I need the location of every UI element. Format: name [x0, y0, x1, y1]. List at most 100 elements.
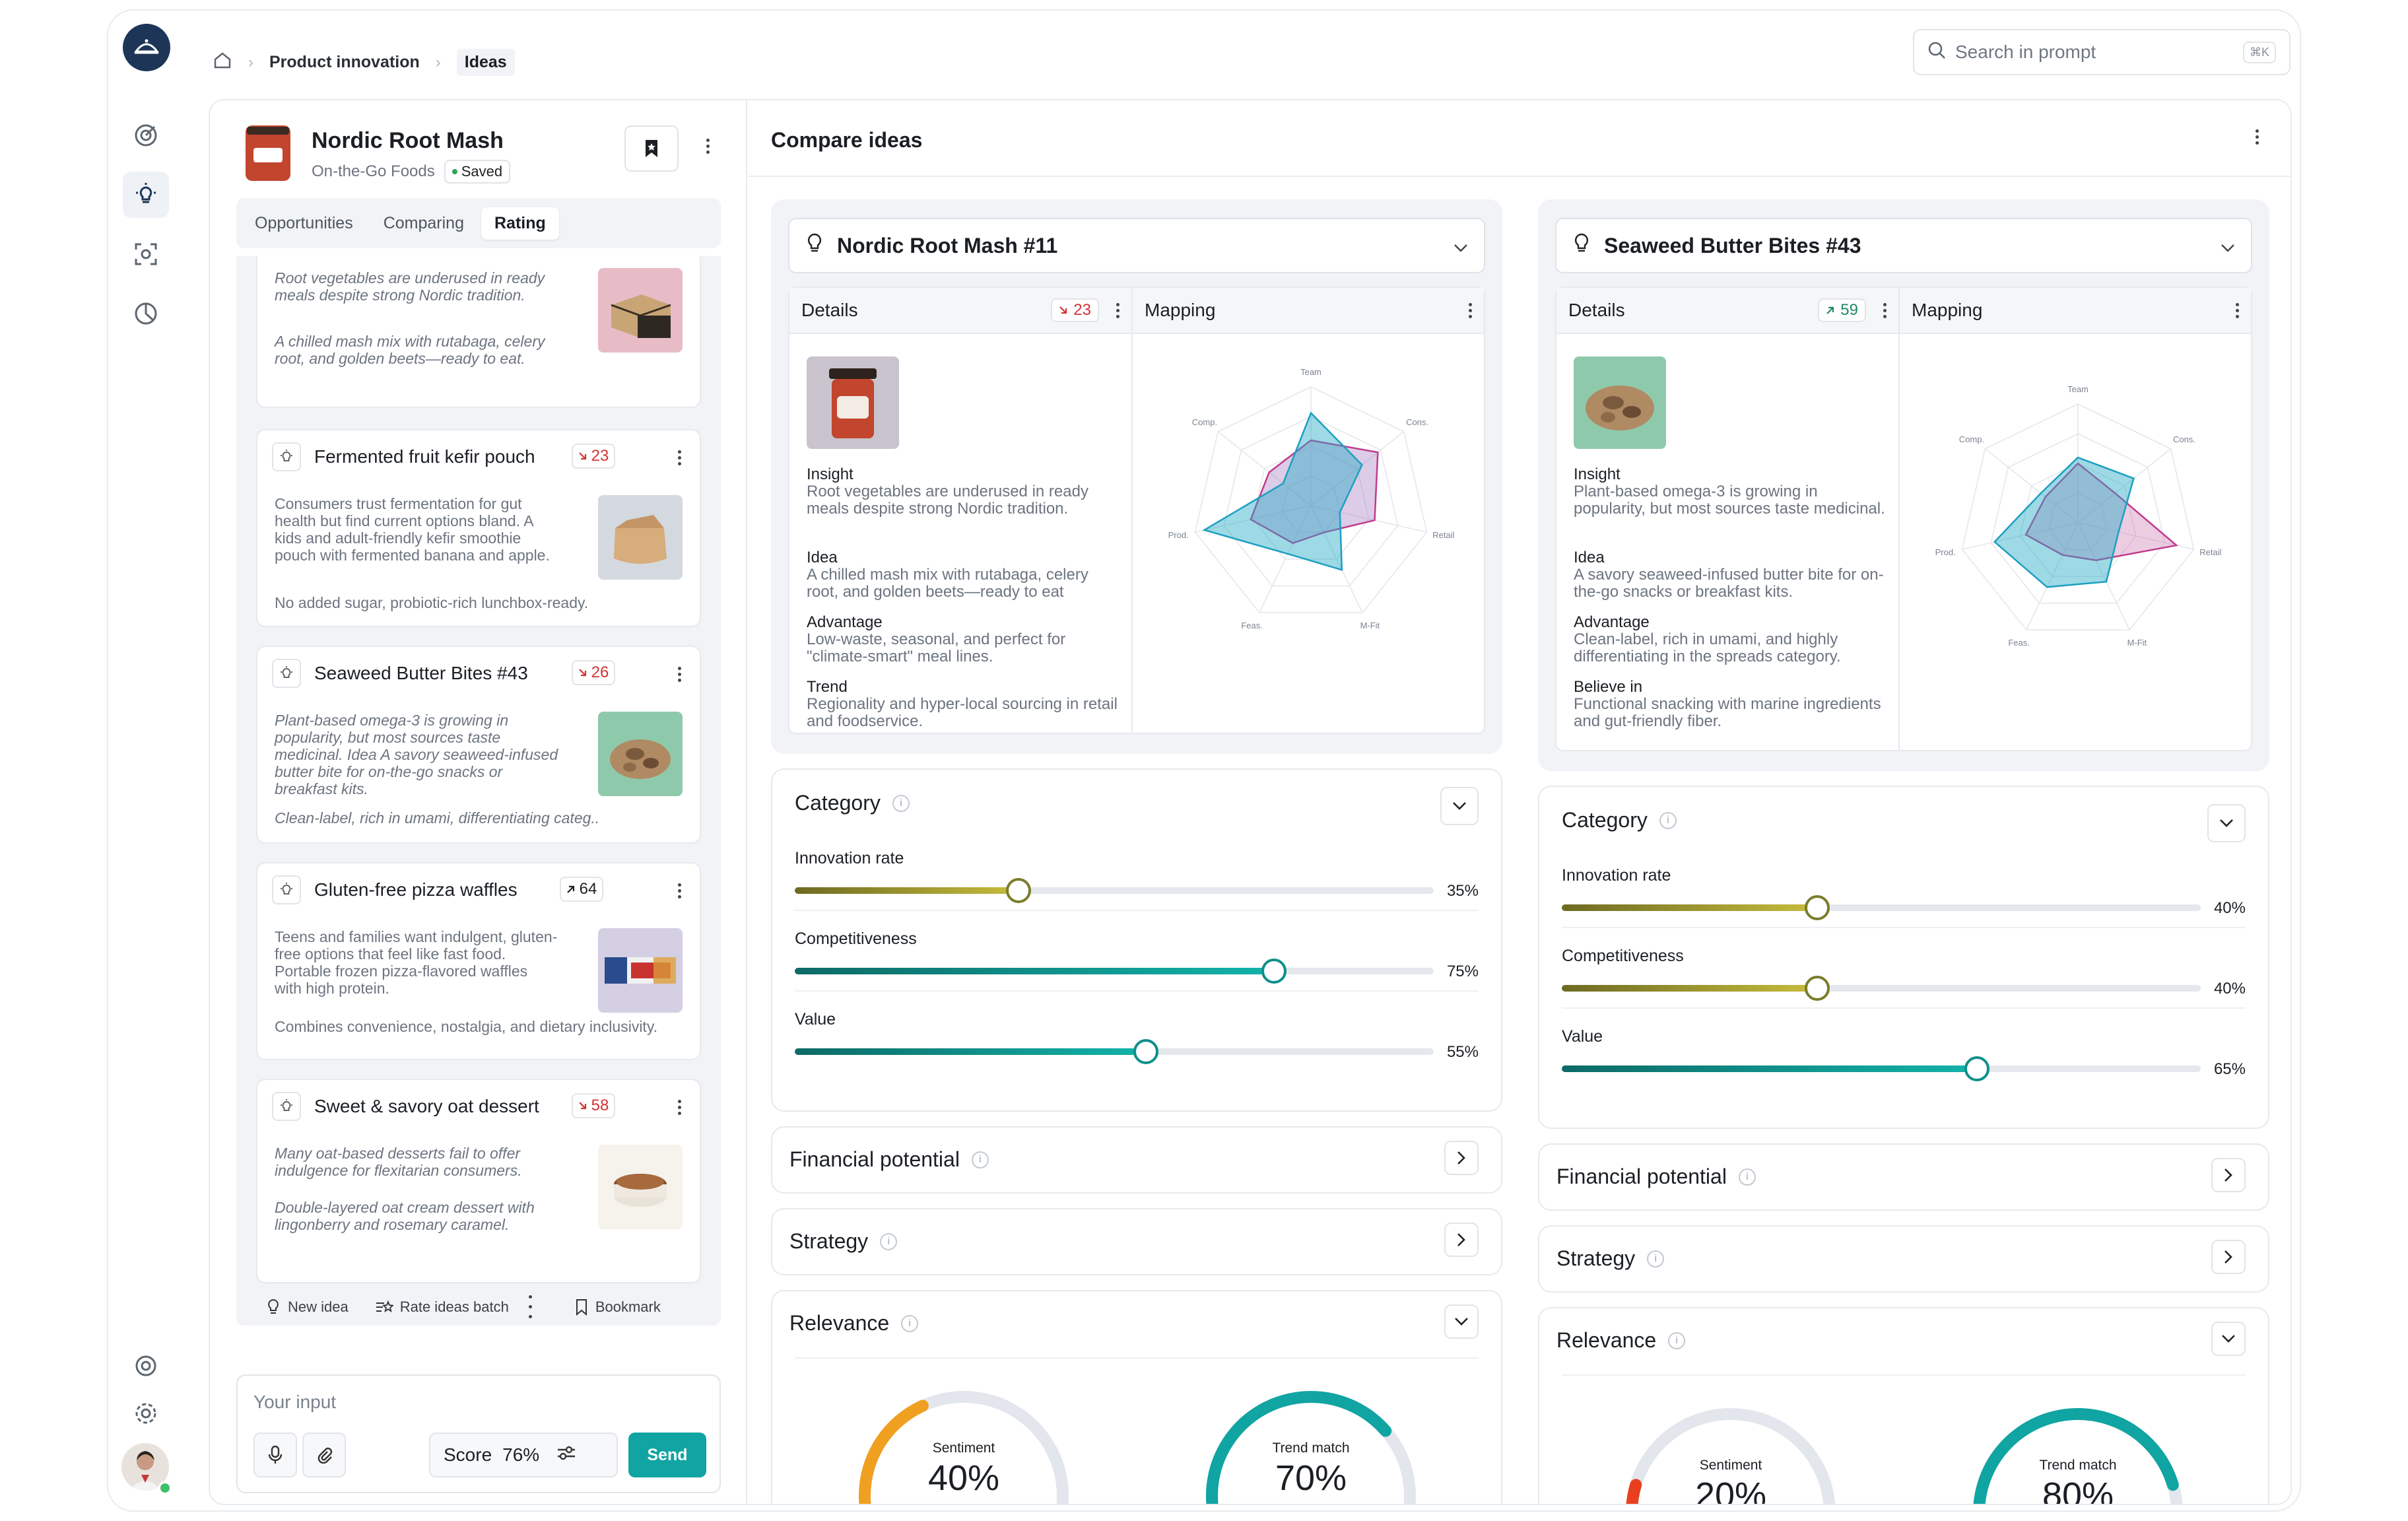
tab-opportunities[interactable]: Opportunities: [255, 213, 353, 232]
detail-label: Idea: [1574, 549, 1605, 566]
list-item-title: Seaweed Butter Bites #43: [314, 663, 528, 683]
slider-label: Innovation rate: [1562, 866, 1671, 885]
app-logo[interactable]: [123, 24, 170, 71]
collapse-toggle[interactable]: [1440, 787, 1479, 825]
info-icon[interactable]: i: [971, 1151, 989, 1168]
microphone-icon[interactable]: [253, 1433, 297, 1477]
bookmark-button[interactable]: [624, 125, 679, 172]
goals-icon[interactable]: [123, 112, 169, 158]
list-item-menu-icon[interactable]: [678, 667, 681, 682]
radar-axis-label: Prod.: [1935, 547, 1956, 557]
radar-chart: Team Cons. Retail M-Fit Feas. Prod. Comp.: [1906, 364, 2250, 685]
list-actions-menu-icon[interactable]: [528, 1295, 532, 1318]
idea-selector-dropdown[interactable]: Seaweed Butter Bites #43: [1555, 218, 2252, 273]
list-actions: New idea Rate ideas batch Bookmark: [265, 1295, 661, 1318]
expand-toggle[interactable]: [1444, 1223, 1479, 1257]
slider-handle[interactable]: [1805, 976, 1830, 1001]
slider-handle[interactable]: [1964, 1056, 1990, 1081]
info-icon[interactable]: i: [1659, 811, 1677, 829]
gauge-fill: [1206, 1391, 1392, 1504]
list-item[interactable]: Sweet & savory oat dessert 58 Many oat-bas…: [256, 1079, 701, 1283]
compare-menu-icon[interactable]: [2256, 129, 2259, 145]
send-button[interactable]: Send: [628, 1433, 706, 1477]
info-icon[interactable]: i: [1647, 1250, 1665, 1268]
strategy-section[interactable]: Strategy i: [1538, 1225, 2269, 1293]
info-icon[interactable]: i: [1738, 1168, 1756, 1186]
radar-series-shape: [2024, 462, 2178, 562]
expand-toggle[interactable]: [1444, 1141, 1479, 1175]
list-item[interactable]: Fermented fruit kefir pouch 23 Consumers t…: [256, 429, 701, 627]
slider-track[interactable]: [795, 959, 1434, 984]
slider-track[interactable]: [795, 878, 1434, 903]
mapping-menu-icon[interactable]: [1469, 302, 1472, 318]
sliders-icon[interactable]: [556, 1444, 576, 1466]
attach-paperclip-icon[interactable]: [302, 1433, 346, 1477]
list-item[interactable]: Gluten-free pizza waffles 64 Teens and fam…: [256, 862, 701, 1060]
saved-badge: Saved: [444, 160, 511, 184]
mapping-menu-icon[interactable]: [2236, 302, 2239, 318]
ideas-bulb-icon[interactable]: [123, 172, 169, 218]
gauge: Sentiment 20%: [1612, 1394, 1850, 1504]
collapse-toggle[interactable]: [1444, 1304, 1479, 1339]
gauge: Trend match 70%: [1192, 1377, 1430, 1504]
slider-handle[interactable]: [1261, 959, 1287, 984]
financial-potential-section[interactable]: Financial potential i: [1538, 1143, 2269, 1211]
settings-gear-icon[interactable]: [123, 1390, 169, 1436]
slider-track[interactable]: [1562, 895, 2201, 920]
slider-handle[interactable]: [1805, 895, 1830, 920]
bookmark-list-button[interactable]: Bookmark: [574, 1299, 661, 1316]
list-item-note: Clean-label, rich in umami, differentiat…: [275, 809, 600, 827]
workspace: Nordic Root Mash On-the-Go Foods Saved O…: [209, 99, 2292, 1505]
idea-selector-dropdown[interactable]: Nordic Root Mash #11: [788, 218, 1485, 273]
details-header: Details 23: [789, 288, 1131, 334]
slider-handle[interactable]: [1133, 1039, 1159, 1064]
collapse-toggle[interactable]: [2207, 804, 2246, 842]
info-icon[interactable]: i: [892, 794, 910, 812]
expand-toggle[interactable]: [2211, 1240, 2246, 1274]
expand-toggle[interactable]: [2211, 1158, 2246, 1192]
list-item[interactable]: Seaweed Butter Bites #43 26 Plant-based om…: [256, 646, 701, 844]
rate-batch-button[interactable]: Rate ideas batch: [375, 1299, 509, 1316]
new-idea-button[interactable]: New idea: [265, 1299, 349, 1316]
list-item-menu-icon[interactable]: [678, 1100, 681, 1115]
list-item-menu-icon[interactable]: [678, 450, 681, 465]
score-control[interactable]: Score 76%: [429, 1433, 618, 1477]
slider-track[interactable]: [1562, 1056, 2201, 1081]
slider-handle[interactable]: [1005, 878, 1031, 903]
scan-icon[interactable]: [123, 231, 169, 277]
compare-title: Compare ideas: [771, 128, 923, 152]
list-item-header: Gluten-free pizza waffles: [272, 875, 518, 904]
list-item-note: Combines convenience, nostalgia, and die…: [275, 1018, 657, 1035]
idea-menu-icon[interactable]: [706, 139, 710, 154]
info-icon[interactable]: i: [1668, 1332, 1686, 1349]
breadcrumb-ideas[interactable]: Ideas: [456, 49, 515, 76]
tab-rating[interactable]: Rating: [481, 207, 559, 240]
detail-label: Insight: [807, 465, 853, 483]
relevance-title: Relevance: [789, 1311, 890, 1335]
strategy-section[interactable]: Strategy i: [771, 1208, 1502, 1275]
list-item[interactable]: Root vegetables are underused in ready m…: [256, 256, 701, 408]
slider-track[interactable]: [795, 1039, 1434, 1064]
list-item-insight: Consumers trust fermentation for gut hea…: [275, 495, 550, 564]
bulb-icon: [272, 1092, 301, 1121]
financial-potential-section[interactable]: Financial potential i: [771, 1126, 1502, 1194]
section-title: Relevance i: [789, 1311, 919, 1335]
detail-text: Clean-label, rich in umami, and highly d…: [1574, 630, 1841, 665]
details-menu-icon[interactable]: [1116, 302, 1120, 318]
search-input[interactable]: Search in prompt ⌘K: [1913, 29, 2291, 75]
tab-comparing[interactable]: Comparing: [383, 213, 464, 232]
help-icon[interactable]: [123, 1343, 169, 1389]
collapse-toggle[interactable]: [2211, 1322, 2246, 1356]
slider-track[interactable]: [1562, 976, 2201, 1001]
info-icon[interactable]: i: [901, 1314, 919, 1332]
list-item-menu-icon[interactable]: [678, 883, 681, 898]
score-badge: 23: [1051, 298, 1099, 322]
prompt-input[interactable]: Your input Score 76% Send: [236, 1374, 721, 1493]
details-menu-icon[interactable]: [1883, 302, 1887, 318]
breadcrumb-product-innovation[interactable]: Product innovation: [269, 53, 420, 71]
detail-text: A savory seaweed-infused butter bite for…: [1574, 566, 1884, 601]
info-icon[interactable]: i: [880, 1233, 898, 1250]
radar-axis-label: M-Fit: [1360, 621, 1380, 630]
home-icon[interactable]: [213, 50, 232, 75]
analytics-pie-icon[interactable]: [123, 290, 169, 337]
